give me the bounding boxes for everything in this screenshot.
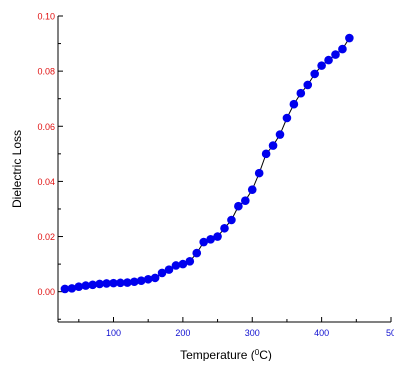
y-tick-label: 0.10 xyxy=(37,12,55,22)
data-point xyxy=(241,196,250,206)
data-points xyxy=(60,33,354,294)
data-point xyxy=(185,257,195,266)
data-point xyxy=(310,69,319,79)
x-tick-label: 100 xyxy=(106,328,121,338)
data-point xyxy=(254,168,264,178)
data-point xyxy=(109,278,118,288)
data-point xyxy=(150,273,160,283)
data-point xyxy=(192,248,202,258)
data-point xyxy=(317,61,326,70)
ticks xyxy=(58,15,392,322)
data-point xyxy=(178,259,188,269)
data-point xyxy=(199,237,208,247)
x-axis-label: Temperature (0C) xyxy=(180,348,272,362)
data-point xyxy=(213,232,222,241)
data-point xyxy=(116,278,125,288)
data-point xyxy=(261,149,271,159)
y-axis-label: Dielectric Loss xyxy=(10,130,24,208)
y-tick-label: 0.06 xyxy=(37,122,55,132)
y-tick-label: 0.00 xyxy=(37,287,55,297)
data-point xyxy=(206,234,215,244)
data-point xyxy=(268,141,278,150)
data-point xyxy=(143,274,153,284)
data-point xyxy=(331,50,340,59)
data-point xyxy=(289,99,299,109)
data-point xyxy=(88,280,97,290)
series-line xyxy=(64,37,350,290)
data-point xyxy=(227,215,236,225)
axes xyxy=(57,16,391,323)
tick-labels: 0.00 0.02 0.04 0.06 0.08 0.10 100 200 300 400 50 xyxy=(37,12,394,339)
data-point xyxy=(102,279,111,288)
x-tick-label: 300 xyxy=(245,328,260,338)
data-point xyxy=(164,265,174,274)
data-point xyxy=(303,80,313,90)
data-point xyxy=(157,268,167,278)
y-tick-label: 0.02 xyxy=(37,232,55,242)
data-point xyxy=(67,284,77,293)
x-tick-label: 50 xyxy=(386,328,394,338)
x-tick-label: 200 xyxy=(175,328,190,338)
data-point xyxy=(247,185,257,194)
data-point xyxy=(324,55,333,65)
data-point xyxy=(81,281,91,290)
data-point xyxy=(74,282,84,292)
data-point xyxy=(136,276,146,285)
x-tick-label: 400 xyxy=(314,328,329,338)
data-point xyxy=(345,33,354,43)
data-point xyxy=(60,284,70,294)
data-point xyxy=(338,44,347,54)
data-point xyxy=(171,261,181,270)
y-tick-label: 0.08 xyxy=(37,67,55,77)
data-point xyxy=(130,277,139,287)
data-point xyxy=(123,278,132,287)
data-point xyxy=(282,113,292,123)
data-point xyxy=(234,201,243,211)
data-point xyxy=(220,223,229,233)
data-point xyxy=(296,88,306,98)
data-point xyxy=(275,130,285,139)
y-tick-label: 0.04 xyxy=(37,177,55,187)
data-point xyxy=(95,279,104,289)
